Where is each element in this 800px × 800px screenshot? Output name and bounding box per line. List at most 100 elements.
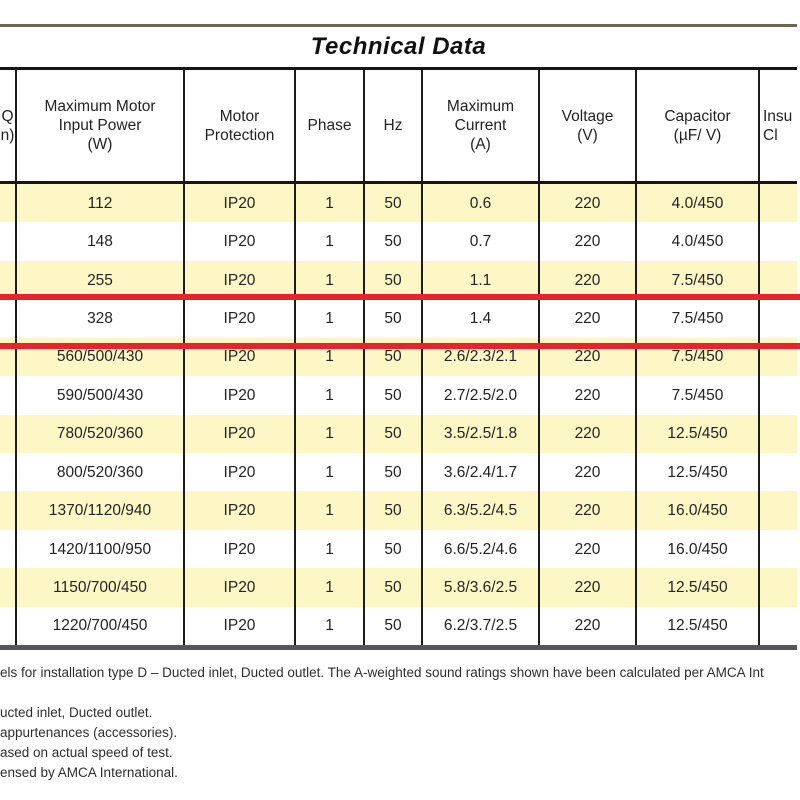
table-cell-airflow-clipped (0, 452, 17, 492)
table-cell-phase: 1 (296, 376, 365, 415)
table-cell-phase: 1 (296, 260, 365, 300)
table-cell-motor-protection: IP20 (185, 337, 296, 377)
header-cell-line: Maximum (446, 98, 515, 115)
table-cell-maximum-current: 1.4 (423, 299, 540, 338)
table-cell-capacitor: 4.0/450 (637, 222, 760, 261)
table-cell-motor-protection: IP20 (185, 260, 296, 300)
table-body: 112 IP20 1 50 0.6 220 4.0/450 148 IP20 1 50 0.7 220 4… (0, 184, 797, 650)
table-cell-max-motor-input-power: 148 (17, 222, 185, 261)
table-cell-phase: 1 (296, 337, 365, 377)
table-cell-hz: 50 (365, 452, 423, 492)
table-row: 1420/1100/950 IP20 1 50 6.6/5.2/4.6 220 16.0/4… (0, 529, 797, 569)
table-cell-capacitor: 16.0/450 (637, 529, 760, 569)
table-cell-voltage: 220 (540, 414, 637, 453)
table-cell-maximum-current: 0.7 (423, 222, 540, 261)
header-cell-line: Phase (307, 117, 352, 134)
header-cell-line: Cl (763, 126, 778, 144)
footnote-line: ucted inlet, Ducted outlet. (0, 705, 153, 720)
table-cell-voltage: 220 (540, 260, 637, 300)
table-cell-insulation-class-clipped (760, 222, 797, 260)
header-cell-max-motor-input-power: Maximum Motor Input Power (W) (17, 70, 185, 181)
table-cell-airflow-clipped (0, 529, 17, 569)
table-cell-capacitor: 16.0/450 (637, 491, 760, 530)
table-cell-hz: 50 (365, 606, 423, 646)
table-cell-insulation-class-clipped (760, 338, 797, 376)
table-cell-maximum-current: 5.8/3.6/2.5 (423, 568, 540, 607)
table-cell-motor-protection: IP20 (185, 606, 296, 646)
table-cell-hz: 50 (365, 299, 423, 338)
table-cell-max-motor-input-power: 1150/700/450 (17, 568, 185, 607)
table-cell-phase: 1 (296, 299, 365, 338)
footnote-line: els for installation type D – Ducted inl… (0, 665, 764, 680)
table-cell-insulation-class-clipped (760, 299, 797, 337)
table-cell-motor-protection: IP20 (185, 222, 296, 261)
table-cell-maximum-current: 3.6/2.4/1.7 (423, 452, 540, 492)
table-cell-hz: 50 (365, 529, 423, 569)
table-row: 1150/700/450 IP20 1 50 5.8/3.6/2.5 220 12.5/45… (0, 568, 797, 607)
table-cell-hz: 50 (365, 376, 423, 415)
table-cell-motor-protection: IP20 (185, 452, 296, 492)
table-cell-voltage: 220 (540, 452, 637, 492)
table-cell-insulation-class-clipped (760, 415, 797, 453)
header-cell-line: Capacitor (664, 107, 731, 125)
table-cell-airflow-clipped (0, 606, 17, 646)
table-cell-insulation-class-clipped (760, 607, 797, 645)
header-cell-line: Q (1, 107, 14, 125)
table-cell-insulation-class-clipped (760, 453, 797, 491)
header-cell-voltage: Voltage (V) (540, 70, 637, 181)
table-cell-capacitor: 7.5/450 (637, 376, 760, 415)
header-cell-motor-protection: Motor Protection (185, 70, 296, 181)
table-cell-max-motor-input-power: 800/520/360 (17, 452, 185, 492)
header-cell-hz: Hz (365, 70, 423, 181)
header-cell-line: Motor (219, 107, 260, 125)
table-cell-max-motor-input-power: 255 (17, 260, 185, 300)
table-cell-capacitor: 7.5/450 (637, 260, 760, 300)
table-cell-airflow-clipped (0, 376, 17, 415)
table-cell-capacitor: 12.5/450 (637, 414, 760, 453)
table-cell-phase: 1 (296, 491, 365, 530)
table-cell-phase: 1 (296, 414, 365, 453)
table-cell-max-motor-input-power: 780/520/360 (17, 414, 185, 453)
table-cell-hz: 50 (365, 491, 423, 530)
table-cell-capacitor: 7.5/450 (637, 337, 760, 377)
table-row: 560/500/430 IP20 1 50 2.6/2.3/2.1 220 7.5/450 (0, 337, 797, 377)
table-cell-phase: 1 (296, 452, 365, 492)
table-cell-airflow-clipped (0, 414, 17, 453)
table-cell-hz: 50 (365, 337, 423, 377)
table-cell-airflow-clipped (0, 260, 17, 300)
table-cell-hz: 50 (365, 222, 423, 261)
table-cell-airflow-clipped (0, 299, 17, 338)
header-cell-capacitor: Capacitor (µF/ V) (637, 70, 760, 181)
footnote-line: ensed by AMCA International. (0, 765, 178, 780)
table-cell-motor-protection: IP20 (185, 376, 296, 415)
title-bar: Technical Data (0, 24, 797, 67)
table-cell-capacitor: 4.0/450 (637, 184, 760, 223)
table-cell-phase: 1 (296, 529, 365, 569)
header-cell-maximum-current: Maximum Current (A) (423, 70, 540, 181)
table-cell-voltage: 220 (540, 529, 637, 569)
header-cell-line: (W) (87, 136, 113, 153)
table-cell-insulation-class-clipped (760, 261, 797, 299)
table-cell-airflow-clipped (0, 337, 17, 377)
footnote-line: ased on actual speed of test. (0, 745, 173, 760)
table-cell-airflow-clipped (0, 222, 17, 261)
table-cell-hz: 50 (365, 184, 423, 223)
table-cell-motor-protection: IP20 (185, 491, 296, 530)
table-cell-max-motor-input-power: 112 (17, 184, 185, 223)
table-cell-phase: 1 (296, 222, 365, 261)
table-cell-insulation-class-clipped (760, 376, 797, 414)
table-row: 590/500/430 IP20 1 50 2.7/2.5/2.0 220 7.5/450 (0, 376, 797, 415)
table-cell-phase: 1 (296, 184, 365, 223)
table-cell-airflow-clipped (0, 568, 17, 607)
table-cell-motor-protection: IP20 (185, 184, 296, 223)
table-cell-airflow-clipped (0, 184, 17, 223)
table-cell-phase: 1 (296, 606, 365, 646)
header-cell-line: Insu (763, 107, 793, 125)
table-row: 255 IP20 1 50 1.1 220 7.5/450 (0, 260, 797, 300)
header-cell-line: Input Power (58, 117, 142, 134)
table-cell-voltage: 220 (540, 337, 637, 377)
table-row: 112 IP20 1 50 0.6 220 4.0/450 (0, 184, 797, 223)
table-cell-voltage: 220 (540, 299, 637, 338)
table-cell-motor-protection: IP20 (185, 414, 296, 453)
